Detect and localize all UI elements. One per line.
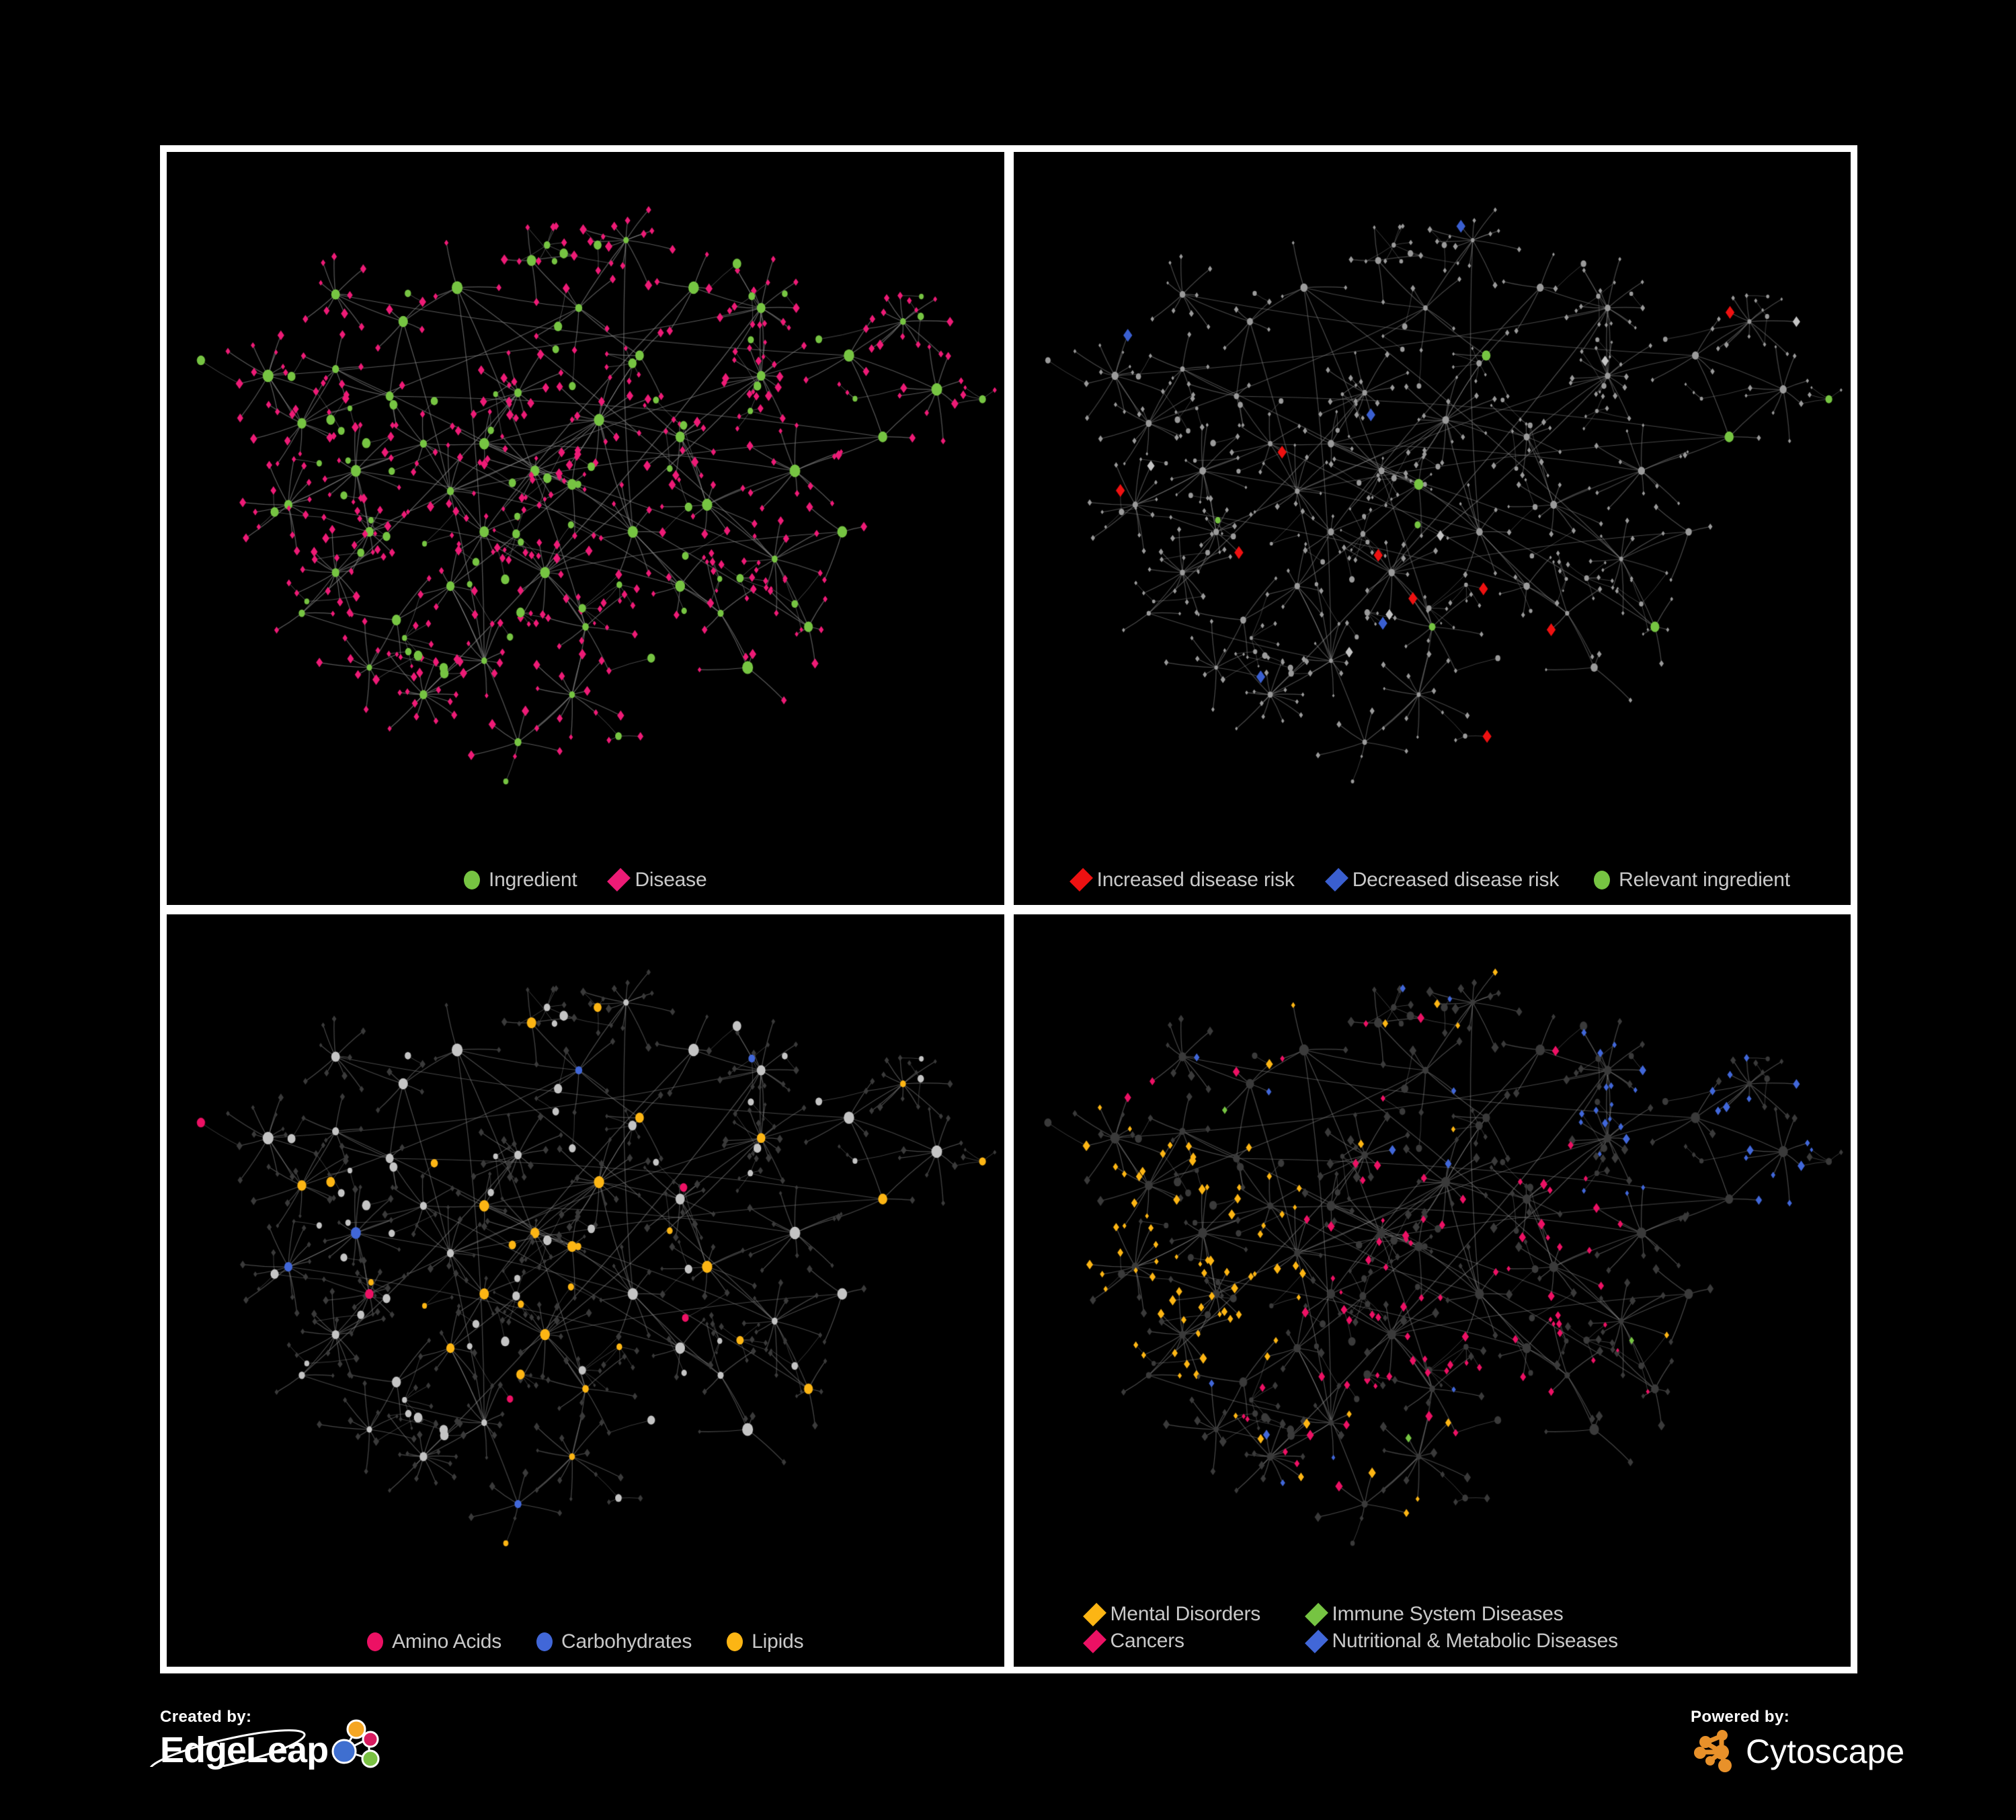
- network-canvas-ingredient-classes: [167, 914, 1004, 1667]
- network-canvas-risk: [1013, 152, 1851, 905]
- edgeleap-network-icon: [331, 1719, 380, 1768]
- panel-ingredient-classes[interactable]: Amino Acids Carbohydrates Lipids: [167, 914, 1004, 1667]
- brand-created-by: Created by: EdgeLeap: [149, 1708, 390, 1771]
- network-canvas-disease-categories: [1013, 914, 1851, 1667]
- panel-grid: Ingredient Disease Increased disease risk…: [160, 145, 1857, 1673]
- panel-disease-categories[interactable]: Mental Disorders Immune System Diseases Ca…: [1013, 914, 1851, 1667]
- network-canvas-overview: [167, 152, 1004, 905]
- panel-disease-risk-highlight[interactable]: Increased disease risk Decreased disease …: [1013, 152, 1851, 905]
- edgeleap-wordmark: EdgeLeap: [160, 1730, 329, 1770]
- created-by-caption: Created by:: [160, 1708, 252, 1726]
- powered-by-caption: Powered by:: [1691, 1708, 1790, 1726]
- cytoscape-logo-row: Cytoscape: [1691, 1729, 1904, 1774]
- panel-ingredient-disease-overview[interactable]: Ingredient Disease: [167, 152, 1004, 905]
- brand-powered-by: Powered by: Cytoscape: [1691, 1708, 1904, 1774]
- cytoscape-wordmark: Cytoscape: [1746, 1733, 1905, 1770]
- edgeleap-logo-row: EdgeLeap: [149, 1719, 390, 1771]
- cytoscape-logo-icon: [1694, 1730, 1732, 1772]
